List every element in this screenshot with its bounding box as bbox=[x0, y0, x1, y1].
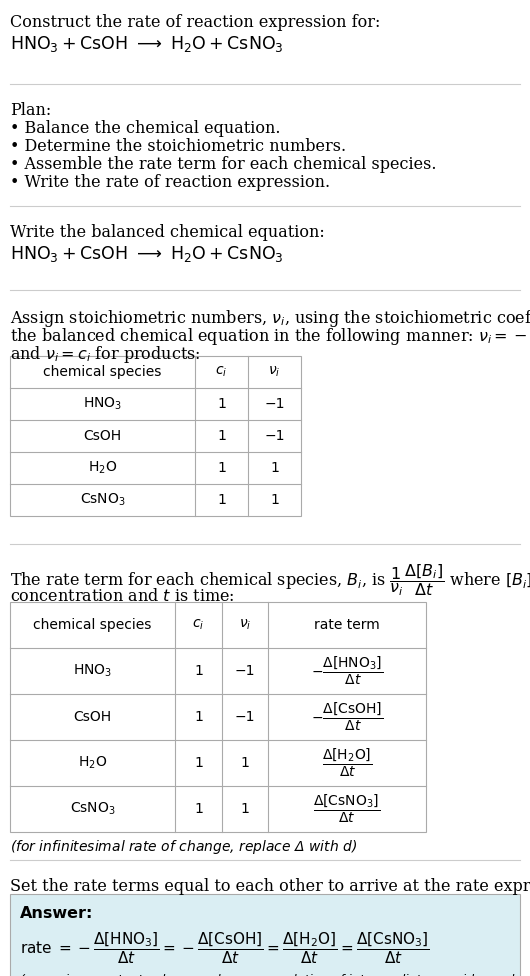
Text: and $\nu_i = c_i$ for products:: and $\nu_i = c_i$ for products: bbox=[10, 344, 200, 365]
Text: (assuming constant volume and no accumulation of intermediates or side products): (assuming constant volume and no accumul… bbox=[20, 974, 530, 976]
Text: Assign stoichiometric numbers, $\nu_i$, using the stoichiometric coefficients, $: Assign stoichiometric numbers, $\nu_i$, … bbox=[10, 308, 530, 329]
Text: 1: 1 bbox=[194, 756, 203, 770]
Text: −1: −1 bbox=[264, 397, 285, 411]
Text: $\mathrm{HNO_3 + CsOH\ \longrightarrow\ H_2O + CsNO_3}$: $\mathrm{HNO_3 + CsOH\ \longrightarrow\ … bbox=[10, 34, 284, 54]
Text: $\dfrac{\Delta[\mathrm{CsNO_3}]}{\Delta t}$: $\dfrac{\Delta[\mathrm{CsNO_3}]}{\Delta … bbox=[313, 793, 381, 825]
Text: $\mathrm{CsNO_3}$: $\mathrm{CsNO_3}$ bbox=[69, 800, 116, 817]
FancyBboxPatch shape bbox=[10, 894, 520, 976]
Text: $\mathrm{CsNO_3}$: $\mathrm{CsNO_3}$ bbox=[80, 492, 126, 508]
Text: −1: −1 bbox=[235, 664, 255, 678]
Text: Set the rate terms equal to each other to arrive at the rate expression:: Set the rate terms equal to each other t… bbox=[10, 878, 530, 895]
Text: the balanced chemical equation in the following manner: $\nu_i = -c_i$ for react: the balanced chemical equation in the fo… bbox=[10, 326, 530, 347]
Text: −1: −1 bbox=[235, 710, 255, 724]
Text: 1: 1 bbox=[217, 493, 226, 507]
Text: 1: 1 bbox=[194, 664, 203, 678]
Text: chemical species: chemical species bbox=[43, 365, 162, 379]
Text: $\dfrac{\Delta[\mathrm{H_2O}]}{\Delta t}$: $\dfrac{\Delta[\mathrm{H_2O}]}{\Delta t}… bbox=[322, 747, 372, 779]
Text: • Balance the chemical equation.: • Balance the chemical equation. bbox=[10, 120, 280, 137]
Text: Write the balanced chemical equation:: Write the balanced chemical equation: bbox=[10, 224, 325, 241]
Text: $\nu_i$: $\nu_i$ bbox=[268, 365, 281, 380]
Text: The rate term for each chemical species, $B_i$, is $\dfrac{1}{\nu_i}\dfrac{\Delt: The rate term for each chemical species,… bbox=[10, 562, 530, 598]
Text: 1: 1 bbox=[241, 756, 250, 770]
Text: chemical species: chemical species bbox=[33, 618, 152, 632]
Text: (for infinitesimal rate of change, replace Δ with $d$): (for infinitesimal rate of change, repla… bbox=[10, 838, 357, 856]
Text: 1: 1 bbox=[217, 461, 226, 475]
Text: $c_i$: $c_i$ bbox=[215, 365, 228, 380]
Text: Plan:: Plan: bbox=[10, 102, 51, 119]
Text: concentration and $t$ is time:: concentration and $t$ is time: bbox=[10, 588, 235, 605]
Text: • Write the rate of reaction expression.: • Write the rate of reaction expression. bbox=[10, 174, 330, 191]
Text: CsOH: CsOH bbox=[74, 710, 111, 724]
Text: 1: 1 bbox=[217, 429, 226, 443]
Text: $-\dfrac{\Delta[\mathrm{CsOH}]}{\Delta t}$: $-\dfrac{\Delta[\mathrm{CsOH}]}{\Delta t… bbox=[311, 701, 383, 733]
Text: $\mathrm{HNO_3 + CsOH\ \longrightarrow\ H_2O + CsNO_3}$: $\mathrm{HNO_3 + CsOH\ \longrightarrow\ … bbox=[10, 244, 284, 264]
Text: 1: 1 bbox=[270, 493, 279, 507]
Bar bbox=[10, 356, 301, 516]
Text: $c_i$: $c_i$ bbox=[192, 618, 205, 632]
Text: rate $= -\dfrac{\Delta[\mathrm{HNO_3}]}{\Delta t} = -\dfrac{\Delta[\mathrm{CsOH}: rate $= -\dfrac{\Delta[\mathrm{HNO_3}]}{… bbox=[20, 930, 430, 966]
Text: Construct the rate of reaction expression for:: Construct the rate of reaction expressio… bbox=[10, 14, 381, 31]
Text: 1: 1 bbox=[194, 802, 203, 816]
Text: $\mathrm{H_2O}$: $\mathrm{H_2O}$ bbox=[78, 754, 107, 771]
Text: 1: 1 bbox=[270, 461, 279, 475]
Text: 1: 1 bbox=[241, 802, 250, 816]
Text: 1: 1 bbox=[194, 710, 203, 724]
Text: CsOH: CsOH bbox=[83, 429, 121, 443]
Text: • Assemble the rate term for each chemical species.: • Assemble the rate term for each chemic… bbox=[10, 156, 437, 173]
Text: Answer:: Answer: bbox=[20, 906, 93, 921]
Bar bbox=[10, 602, 426, 832]
Text: rate term: rate term bbox=[314, 618, 380, 632]
Text: • Determine the stoichiometric numbers.: • Determine the stoichiometric numbers. bbox=[10, 138, 346, 155]
Text: $\mathrm{H_2O}$: $\mathrm{H_2O}$ bbox=[88, 460, 117, 476]
Text: −1: −1 bbox=[264, 429, 285, 443]
Text: 1: 1 bbox=[217, 397, 226, 411]
Text: $\nu_i$: $\nu_i$ bbox=[239, 618, 251, 632]
Text: $\mathrm{HNO_3}$: $\mathrm{HNO_3}$ bbox=[83, 396, 122, 412]
Text: $\mathrm{HNO_3}$: $\mathrm{HNO_3}$ bbox=[73, 663, 112, 679]
Text: $-\dfrac{\Delta[\mathrm{HNO_3}]}{\Delta t}$: $-\dfrac{\Delta[\mathrm{HNO_3}]}{\Delta … bbox=[311, 655, 383, 687]
